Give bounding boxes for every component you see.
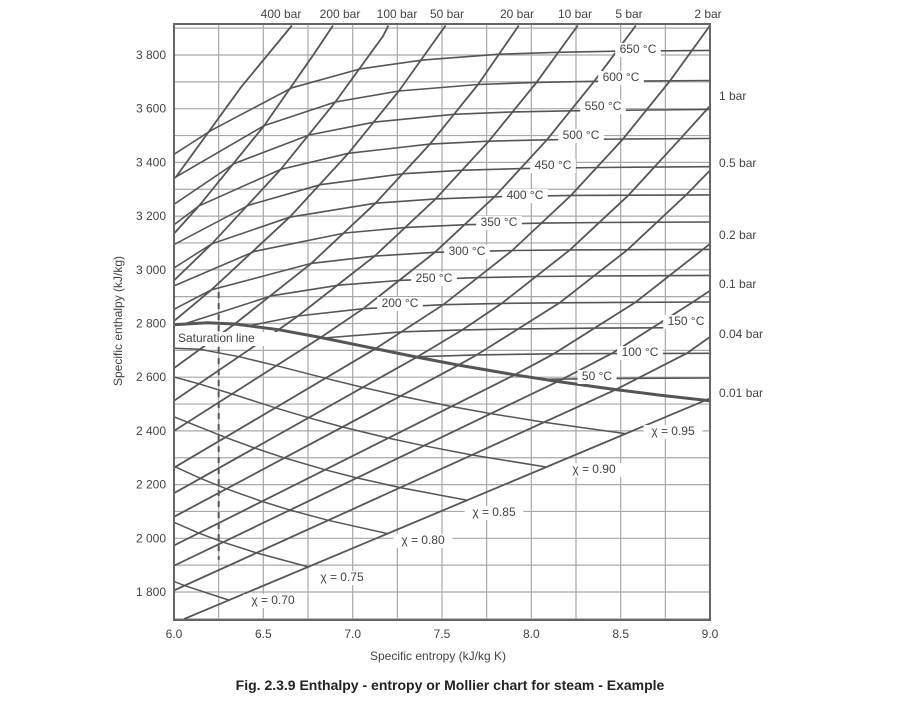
x-tick-label: 7.5 — [434, 627, 451, 641]
grid — [173, 24, 711, 620]
isotherm-label: 150 °C — [668, 314, 705, 328]
isotherm-label: 200 °C — [382, 296, 419, 310]
isotherm-label-bg — [411, 272, 457, 286]
y-tick-label: 2 400 — [136, 424, 166, 438]
isotherm-line — [250, 301, 710, 327]
quality-label-bg — [393, 534, 453, 548]
y-tick-label: 3 400 — [136, 155, 166, 169]
isotherm-label: 450 °C — [535, 158, 572, 172]
isobar-label: 200 bar — [320, 7, 361, 21]
isotherm-label: 100 °C — [622, 345, 659, 359]
isobar-line — [174, 336, 710, 592]
quality-line — [174, 465, 389, 535]
x-tick-label: 6.5 — [255, 627, 272, 641]
y-tick-label: 3 200 — [136, 209, 166, 223]
isotherm-label: 550 °C — [585, 99, 622, 113]
isobar-label: 2 bar — [694, 7, 721, 21]
isotherm-line — [174, 221, 710, 287]
isotherm-label-bg — [580, 100, 626, 114]
quality-line — [174, 416, 468, 502]
isotherm-label: 50 °C — [582, 369, 612, 383]
saturation-line-label: Saturation line — [178, 331, 255, 345]
quality-label-bg — [643, 425, 703, 439]
quality-line — [174, 521, 310, 568]
plot-frame — [173, 23, 711, 621]
isotherm-line — [174, 194, 710, 269]
quality-line — [174, 376, 548, 468]
x-tick-label: 9.0 — [702, 627, 719, 641]
x-tick-label: 8.5 — [612, 627, 629, 641]
y-tick-label: 3 000 — [136, 263, 166, 277]
isotherm-label: 350 °C — [481, 215, 518, 229]
y-tick-label: 1 800 — [136, 585, 166, 599]
isotherm-label: 400 °C — [507, 188, 544, 202]
quality-label: χ = 0.90 — [572, 462, 616, 476]
saturation-line-label-bg — [175, 332, 280, 346]
isobar-line — [174, 24, 293, 180]
x-tick-label: 8.0 — [523, 627, 540, 641]
y-tick-label: 2 000 — [136, 531, 166, 545]
isotherm-line — [174, 79, 710, 179]
y-tick-label: 2 200 — [136, 478, 166, 492]
x-tick-label: 7.0 — [344, 627, 361, 641]
isotherm-label: 600 °C — [603, 70, 640, 84]
isobar-label: 0.5 bar — [719, 156, 756, 170]
isobar-label: 100 bar — [377, 7, 418, 21]
isotherm-label: 250 °C — [416, 271, 453, 285]
isobar-line — [174, 25, 334, 235]
isotherm-label-bg — [502, 189, 548, 203]
y-tick-label: 2 600 — [136, 370, 166, 384]
quality-label: χ = 0.80 — [401, 533, 445, 547]
isotherm-label-bg — [617, 346, 663, 360]
isotherm-line — [174, 248, 710, 311]
isobar-label: 0.01 bar — [719, 386, 763, 400]
y-tick-label: 3 600 — [136, 102, 166, 116]
isobar-label: 50 bar — [430, 7, 464, 21]
isotherm-line — [323, 326, 710, 339]
x-axis-title: Specific entropy (kJ/kg K) — [370, 649, 506, 663]
quality-label-bg — [243, 594, 303, 608]
y-tick-label: 2 800 — [136, 317, 166, 331]
isotherm-label-bg — [530, 159, 576, 173]
isotherm-label: 300 °C — [449, 244, 486, 258]
quality-label-bg — [464, 506, 524, 520]
saturation-line — [174, 321, 710, 403]
isotherm-label-bg — [577, 370, 617, 384]
quality-line — [174, 580, 231, 602]
quality-line — [174, 347, 627, 435]
quality-label: χ = 0.75 — [320, 570, 364, 584]
isobar-label: 0.2 bar — [719, 228, 756, 242]
isobar-label: 10 bar — [558, 7, 592, 21]
isotherm-label-bg — [615, 43, 661, 57]
quality-label-bg — [312, 571, 372, 585]
x-tick-label: 6.0 — [166, 627, 183, 641]
isotherm-label-bg — [663, 315, 709, 329]
isotherm-line — [174, 165, 710, 246]
isotherm-label-bg — [377, 297, 423, 311]
figure-caption: Fig. 2.3.9 Enthalpy - entropy or Mollier… — [235, 677, 665, 693]
isobar-label: 400 bar — [261, 7, 302, 21]
isobar-label: 5 bar — [615, 7, 642, 21]
isobar-label: 0.04 bar — [719, 327, 763, 341]
isotherm-label-bg — [476, 216, 522, 230]
quality-label: χ = 0.70 — [251, 593, 295, 607]
isotherm-label: 500 °C — [563, 128, 600, 142]
quality-label-bg — [564, 463, 624, 477]
quality-label: χ = 0.85 — [472, 505, 516, 519]
isotherm-line — [544, 377, 710, 381]
isobar-line — [174, 24, 520, 369]
isotherm-label-bg — [444, 245, 490, 259]
isotherm-line — [174, 49, 710, 155]
isotherm-label-bg — [598, 71, 644, 85]
isobar-label: 1 bar — [719, 89, 746, 103]
quality-label: χ = 0.95 — [651, 424, 695, 438]
y-axis-title: Specific enthalpy (kJ/kg) — [111, 256, 125, 386]
isotherm-label-bg — [558, 129, 604, 143]
isobar-label: 20 bar — [500, 7, 534, 21]
isotherm-label: 650 °C — [620, 42, 657, 56]
isobar-label: 0.1 bar — [719, 277, 756, 291]
y-tick-label: 3 800 — [136, 48, 166, 62]
